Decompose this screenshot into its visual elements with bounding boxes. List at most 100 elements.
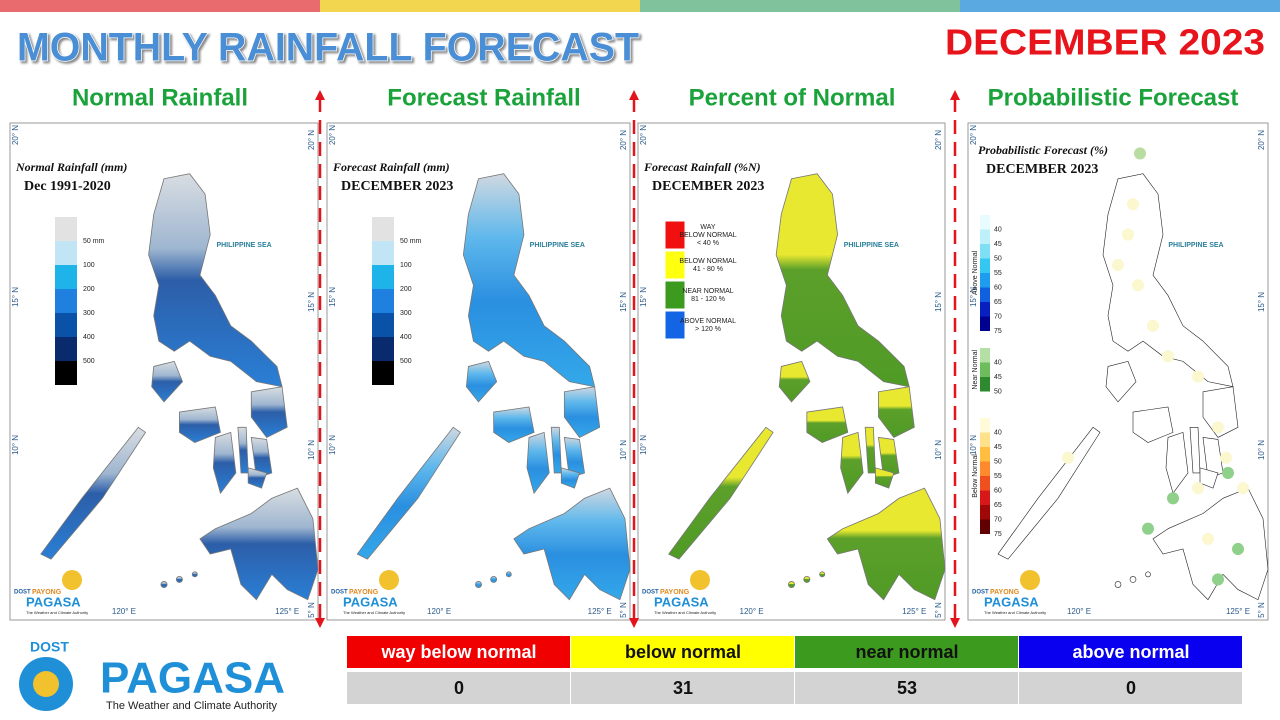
- lat-label: 10° N: [619, 440, 628, 460]
- probability-dot: [1167, 492, 1179, 505]
- legend-label: 400: [83, 334, 95, 341]
- slide-title: MONTHLY RAINFALL FORECAST: [17, 26, 639, 70]
- map-subtitle: DECEMBER 2023: [986, 162, 1098, 177]
- map-logo-tagline: The Weather and Climate Authority: [343, 610, 405, 615]
- probability-dot: [1142, 522, 1154, 535]
- panel-heading: Normal Rainfall: [72, 84, 248, 111]
- probability-dot: [1220, 451, 1232, 464]
- map-logo-program: PAYONG: [660, 589, 690, 596]
- probability-dot: [1212, 573, 1224, 586]
- probability-dot: [1132, 279, 1144, 292]
- lon-label: 125° E: [275, 607, 299, 616]
- lon-label: 120° E: [427, 607, 451, 616]
- legend-group-name: Near Normal: [972, 349, 979, 389]
- table-cell: [1019, 672, 1242, 704]
- map-subtitle: DECEMBER 2023: [652, 179, 764, 194]
- legend-swatch: [372, 313, 394, 337]
- strip: [0, 0, 320, 12]
- lat-label: 5° N: [1257, 602, 1266, 618]
- legend-swatch: [55, 289, 77, 313]
- map-panel: PHILIPPINE SEA 20° N 20° N 15° N 15° N 10° N 1…: [9, 122, 319, 621]
- map-logo-umbrella: [379, 570, 399, 590]
- map-title: Normal Rainfall (mm): [15, 160, 127, 174]
- legend-swatch: [664, 250, 686, 280]
- lat-label: 20° N: [639, 125, 648, 145]
- probability-dot: [1212, 421, 1224, 434]
- legend-swatch: [980, 476, 990, 491]
- legend-swatch: [55, 337, 77, 361]
- map-logo-agency: DOST: [642, 590, 659, 596]
- legend-label: 45: [994, 374, 1002, 381]
- legend-swatch: [980, 377, 990, 392]
- map-logo-program: PAYONG: [349, 589, 379, 596]
- map-logo-brand: PAGASA: [654, 594, 709, 609]
- table-cell: [795, 672, 1018, 704]
- sea-label: PHILIPPINE SEA: [844, 242, 899, 249]
- legend-label: 55: [994, 270, 1002, 277]
- map-logo-tagline: The Weather and Climate Authority: [654, 610, 716, 615]
- legend-label: 65: [994, 299, 1002, 306]
- legend-label: BELOW NORMAL: [679, 258, 736, 265]
- legend-swatch: [372, 241, 394, 265]
- map-panel: PHILIPPINE SEA 20° N 20° N 15° N 15° N 10° N 1…: [326, 122, 631, 621]
- sea-label: PHILIPPINE SEA: [216, 242, 271, 249]
- legend-label: 45: [994, 241, 1002, 248]
- legend-label: 50: [994, 255, 1002, 262]
- legend-label: 60: [994, 284, 1002, 291]
- summary-table: way below normal below normal near normal a…: [347, 636, 1242, 704]
- table-header: near normal: [855, 642, 958, 662]
- sea-label: PHILIPPINE SEA: [1168, 242, 1223, 249]
- legend-swatch: [372, 217, 394, 241]
- legend-swatch: [664, 280, 686, 310]
- legend-label: NEAR NORMAL: [682, 288, 733, 295]
- lat-label: 20° N: [307, 130, 316, 150]
- logo-tagline: The Weather and Climate Authority: [106, 700, 277, 712]
- table-value: 31: [673, 678, 693, 698]
- lat-label: 15° N: [934, 292, 943, 312]
- legend-label: 400: [400, 334, 412, 341]
- lon-label: 120° E: [740, 607, 764, 616]
- legend-label: 100: [400, 262, 412, 269]
- probability-dot: [1237, 482, 1249, 495]
- map-logo-program: PAYONG: [32, 589, 62, 596]
- arrow-head: [629, 618, 639, 628]
- arrow-head: [315, 618, 325, 628]
- strip: [960, 0, 1280, 12]
- map-logo-brand: PAGASA: [343, 594, 398, 609]
- probability-dot: [1127, 198, 1139, 211]
- probability-dot: [1202, 532, 1214, 545]
- legend-swatch: [664, 310, 686, 340]
- legend-swatch: [55, 313, 77, 337]
- legend-swatch: [55, 265, 77, 289]
- arrow-head: [950, 90, 960, 100]
- map: [997, 147, 1269, 601]
- legend-label: 50: [994, 388, 1002, 395]
- legend-swatch: [980, 273, 990, 288]
- lat-label: 15° N: [619, 292, 628, 312]
- sea-label: PHILIPPINE SEA: [530, 242, 585, 249]
- lat-label: 10° N: [307, 440, 316, 460]
- legend-swatch: [372, 337, 394, 361]
- legend-label: ABOVE NORMAL: [680, 318, 736, 325]
- map-logo-agency: DOST: [972, 590, 989, 596]
- legend-label: > 120 %: [695, 326, 721, 333]
- panels: Normal Rainfall PHILIPPINE SEA 20° N 20° N 1…: [9, 84, 1269, 621]
- map-subtitle: DECEMBER 2023: [341, 179, 453, 194]
- lat-label: 5° N: [619, 602, 628, 618]
- legend-label: 45: [994, 444, 1002, 451]
- legend-label: 70: [994, 313, 1002, 320]
- map-logo-umbrella: [1020, 570, 1040, 590]
- lat-label: 15° N: [328, 287, 337, 307]
- lat-label: 20° N: [619, 130, 628, 150]
- map-logo-tagline: The Weather and Climate Authority: [26, 610, 88, 615]
- panel-heading: Probabilistic Forecast: [988, 84, 1239, 111]
- legend-swatch: [980, 362, 990, 377]
- legend-swatch: [372, 265, 394, 289]
- lat-label: 15° N: [1257, 292, 1266, 312]
- legend-label: 500: [83, 358, 95, 365]
- map-logo-brand: PAGASA: [984, 594, 1039, 609]
- arrow-head: [629, 90, 639, 100]
- lat-label: 5° N: [934, 602, 943, 618]
- legend-swatch: [55, 217, 77, 241]
- legend-swatch: [980, 215, 990, 230]
